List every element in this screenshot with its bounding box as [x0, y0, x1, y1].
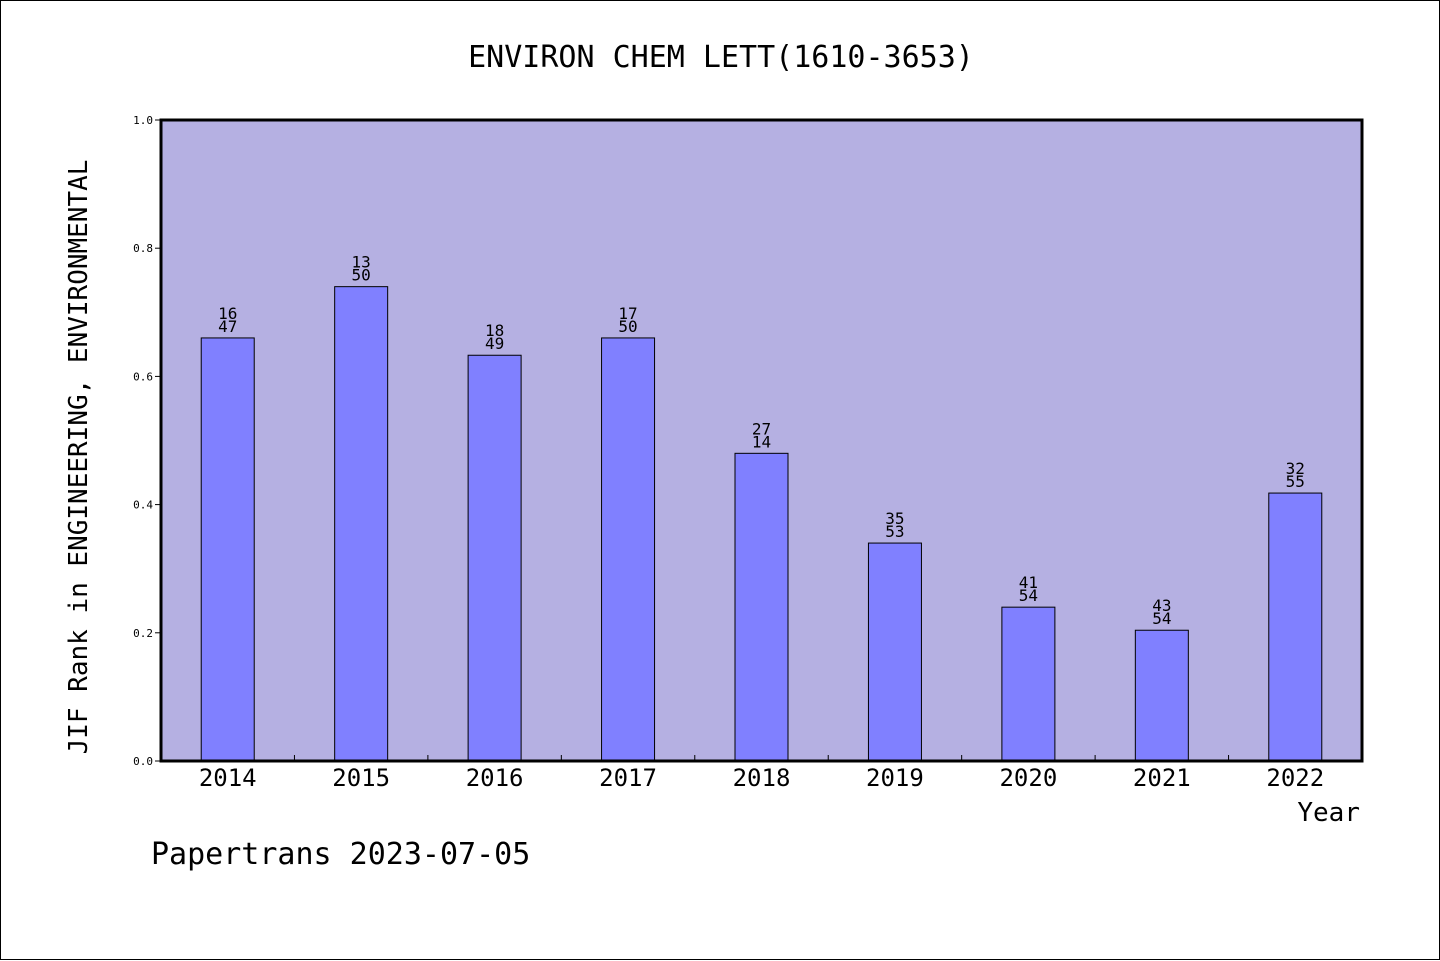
bar-label-bottom: 49 [485, 334, 504, 353]
bar [1001, 606, 1056, 762]
x-tick-label: 2015 [332, 764, 390, 792]
bar-label-bottom: 55 [1286, 472, 1305, 491]
y-axis: 0.0 0.2 0.4 0.6 0.8 1.0 [133, 114, 161, 768]
bar-label-bottom: 54 [1019, 586, 1038, 605]
bar-label-top: 27 [752, 419, 771, 438]
bar-label-top: 13 [352, 253, 371, 272]
y-tick-label: 1.0 [133, 114, 153, 127]
bar [200, 337, 255, 762]
x-tick-label: 2014 [199, 764, 257, 792]
chart-title: ENVIRON CHEM LETT(1610-3653) [468, 40, 974, 75]
y-tick-label: 0.6 [133, 370, 153, 383]
bar-label-bottom: 47 [218, 317, 237, 336]
bar-label-top: 35 [885, 509, 904, 528]
bar-label-bottom: 54 [1152, 609, 1171, 628]
y-tick-label: 0.0 [133, 755, 153, 768]
bar-label-top: 16 [218, 304, 237, 323]
x-tick-label: 2020 [999, 764, 1057, 792]
x-tick-label: 2017 [599, 764, 657, 792]
x-tick-label: 2022 [1266, 764, 1324, 792]
bar-label-bottom: 53 [885, 522, 904, 541]
bar-label-top: 18 [485, 321, 504, 340]
y-tick-label: 0.8 [133, 242, 153, 255]
x-axis-title: Year [1297, 798, 1360, 828]
bar-label-bottom: 50 [618, 317, 637, 336]
y-tick-label: 0.4 [133, 499, 153, 512]
bar [334, 286, 389, 762]
y-tick-label: 0.2 [133, 627, 153, 640]
bar [601, 337, 656, 762]
footer-text: Papertrans 2023-07-05 [151, 837, 530, 872]
bar [467, 354, 522, 762]
bar-label-top: 17 [618, 304, 637, 323]
bar-label-bottom: 14 [752, 432, 771, 451]
bar [1134, 629, 1189, 762]
bar-label-bottom: 50 [352, 266, 371, 285]
x-axis: 2014 2015 2016 2017 2018 2019 2020 2021 2022 [199, 755, 1324, 792]
bar-label-top: 41 [1019, 573, 1038, 592]
x-tick-label: 2021 [1133, 764, 1191, 792]
x-tick-label: 2016 [466, 764, 524, 792]
bar-label-top: 43 [1152, 596, 1171, 615]
bar [734, 452, 789, 762]
bar [867, 542, 922, 762]
x-tick-label: 2018 [733, 764, 791, 792]
bar [1268, 492, 1323, 762]
bar-label-top: 32 [1286, 459, 1305, 478]
x-tick-label: 2019 [866, 764, 924, 792]
y-axis-title: JIF Rank in ENGINEERING, ENVIRONMENTAL [64, 160, 94, 755]
plot-border [159, 118, 1364, 763]
